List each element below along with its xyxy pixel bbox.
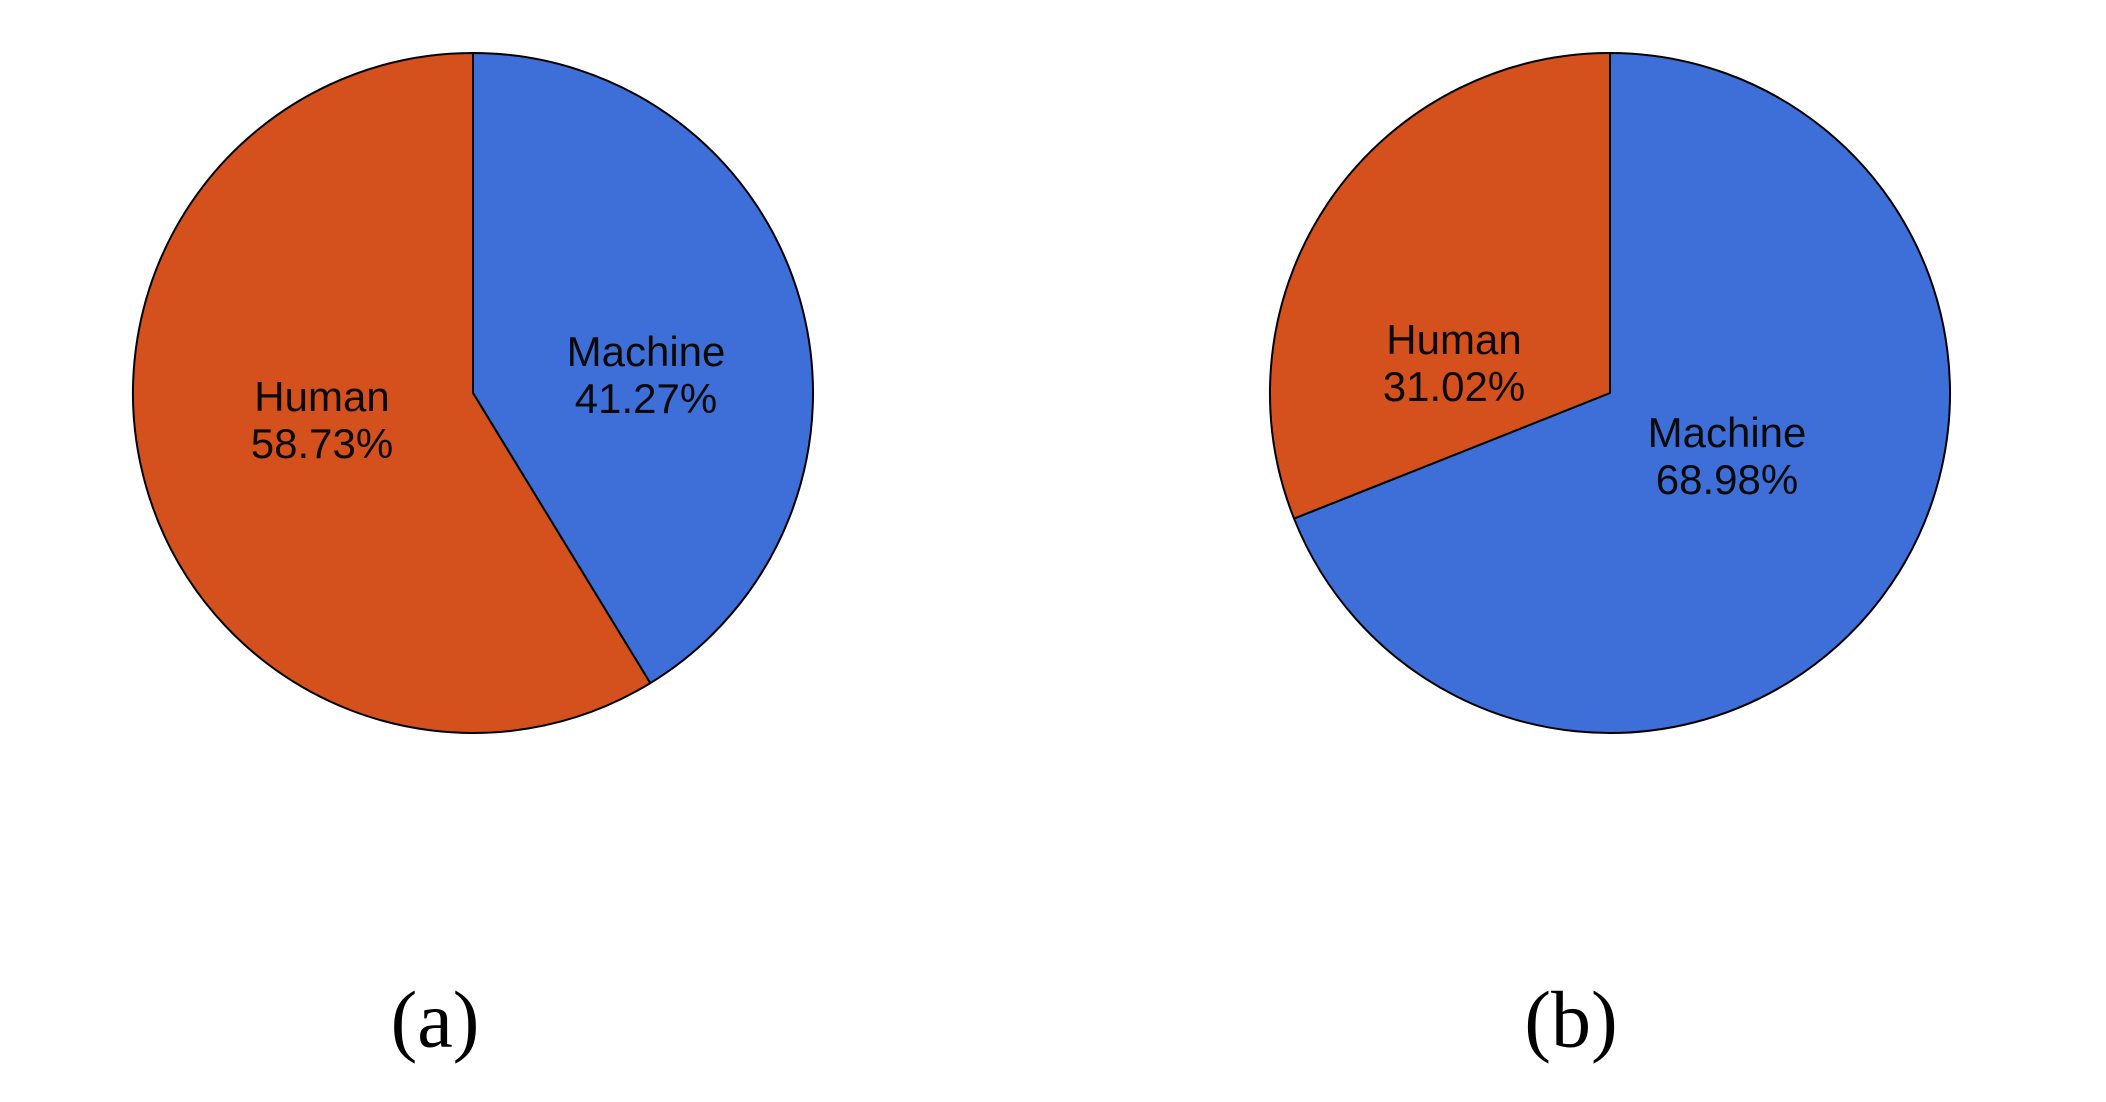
pie-slice-human bbox=[132, 52, 652, 734]
pie-slice-machine bbox=[472, 52, 814, 685]
pie-chart-a bbox=[132, 52, 814, 734]
pie-b-label-human: Human 31.02% bbox=[1383, 316, 1525, 410]
pie-chart-b bbox=[1269, 52, 1951, 734]
pie-a-label-machine: Machine 41.27% bbox=[567, 328, 726, 422]
pie-a-label-machine-name: Machine bbox=[566, 328, 726, 375]
pie-a-label-machine-pct: 41.27% bbox=[574, 375, 718, 422]
pie-a-label-human: Human 58.73% bbox=[251, 373, 393, 467]
pie-a-label-human-name: Human bbox=[254, 373, 390, 420]
pie-b-label-machine-pct: 68.98% bbox=[1655, 456, 1799, 503]
pie-b-label-machine: Machine 68.98% bbox=[1648, 409, 1807, 503]
pie-a-label-human-pct: 58.73% bbox=[250, 420, 394, 467]
subfigure-caption-a: (a) bbox=[390, 976, 480, 1065]
pie-b-label-human-name: Human bbox=[1386, 316, 1522, 363]
subfigure-caption-b: (b) bbox=[1524, 976, 1618, 1065]
pie-slice-human bbox=[1269, 52, 1611, 520]
pie-slice-machine bbox=[1293, 52, 1951, 734]
pie-b-label-machine-name: Machine bbox=[1647, 409, 1807, 456]
pie-b-label-human-pct: 31.02% bbox=[1382, 363, 1526, 410]
